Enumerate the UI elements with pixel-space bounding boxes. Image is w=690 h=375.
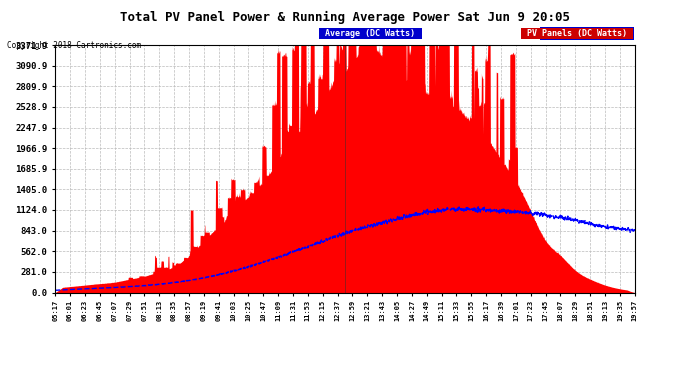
Text: Copyright 2018 Cartronics.com: Copyright 2018 Cartronics.com	[7, 41, 141, 50]
Text: Average (DC Watts): Average (DC Watts)	[320, 29, 420, 38]
Text: PV Panels (DC Watts): PV Panels (DC Watts)	[522, 29, 632, 38]
Text: Average (DC Watts): Average (DC Watts)	[542, 29, 632, 38]
Text: Total PV Panel Power & Running Average Power Sat Jun 9 20:05: Total PV Panel Power & Running Average P…	[120, 11, 570, 24]
